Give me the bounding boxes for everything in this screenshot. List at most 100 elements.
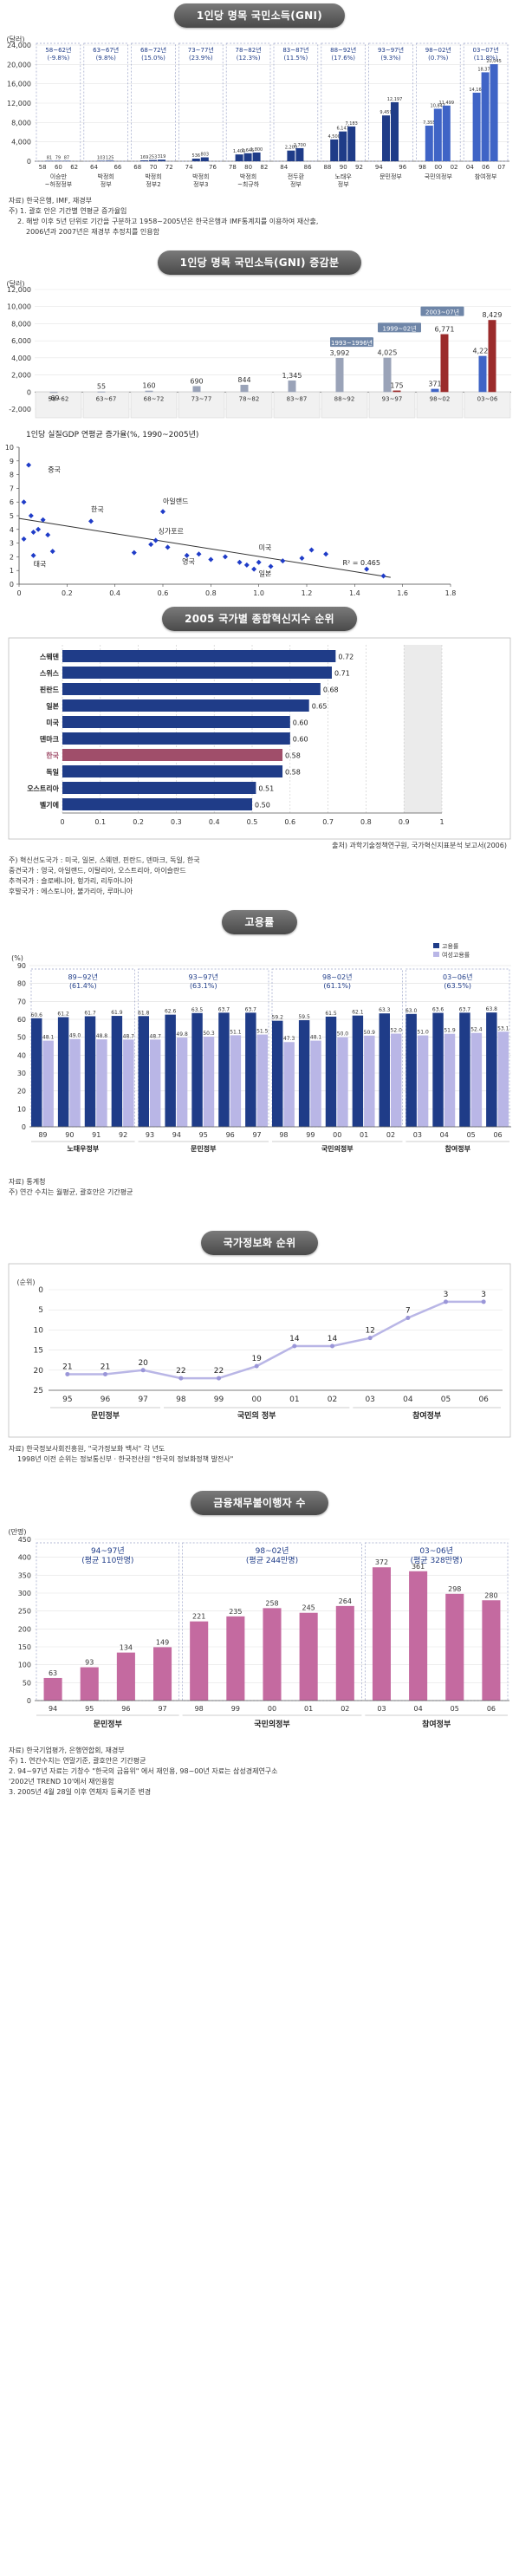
gni-year-label: 90 <box>340 164 347 171</box>
debt-note: 2. 94~97년 자료는 기창수 "한국의 금융위" 에서 재인용, 98~0… <box>9 1767 278 1775</box>
emp-period-label: 98~02년 <box>322 973 352 981</box>
debt-bar-value: 298 <box>448 1585 461 1593</box>
gni-year-label: 78 <box>229 164 237 171</box>
gni-bar <box>490 64 498 161</box>
chg-bar-value: 690 <box>190 377 203 385</box>
gni-year-label: 68 <box>133 164 141 171</box>
gni-period-frame <box>178 42 224 162</box>
emp-category-label: 04 <box>440 1131 449 1139</box>
gni-era-label: ~최규하 <box>237 180 260 188</box>
info-category-label: 01 <box>289 1395 299 1404</box>
scatter-point <box>196 551 202 557</box>
comp-note: 주) 혁신선도국가 : 미국, 일본, 스웨덴, 핀란드, 덴마크, 독일, 한… <box>9 856 200 864</box>
gni-bar-value: 1,645 <box>242 148 254 153</box>
scatter-ytick: 8 <box>10 472 14 479</box>
scatter-point-label: 미국 <box>259 544 272 552</box>
scatter-ytick: 3 <box>10 540 14 548</box>
emp-bar-female-value: 49.8 <box>176 1031 188 1038</box>
gni-bar-value: 87 <box>64 156 69 161</box>
chg-bar <box>192 386 201 393</box>
debt-bar <box>43 1677 62 1701</box>
emp-bar-value: 63.7 <box>459 1006 471 1012</box>
info-point-value: 3 <box>444 1291 449 1299</box>
info-era-label: 참여정부 <box>412 1410 441 1421</box>
debt-bar <box>445 1593 464 1701</box>
gni-ytick: 4,000 <box>11 139 31 146</box>
scatter-xtick: 1.6 <box>397 589 408 597</box>
emp-ytick: 60 <box>17 1016 26 1024</box>
chg-ytick: 10,000 <box>7 303 31 311</box>
info-category-label: 04 <box>403 1395 413 1404</box>
gni-bar <box>287 150 295 161</box>
emp-bar-value: 63.6 <box>432 1007 444 1013</box>
scatter-point <box>160 509 165 515</box>
emp-bar <box>165 1014 176 1127</box>
info-point <box>481 1299 486 1304</box>
debt-era-label: 국민의정부 <box>254 1719 289 1729</box>
emp-category-label: 90 <box>65 1131 74 1139</box>
debt-bar <box>409 1571 428 1701</box>
gni-era-label: 정부 <box>338 180 349 188</box>
gni-change-chart: (달러) -2,000 0 2,000 4,000 6,000 8,000 10,000 12,… <box>7 280 511 419</box>
gni-bar-value: 10,841 <box>431 103 446 108</box>
gni-ytick: 16,000 <box>7 81 31 88</box>
debt-title: 금융채무불이행자 수 <box>191 1491 328 1515</box>
debt-title-wrap: 금융채무불이행자 수 <box>0 1491 519 1515</box>
gni-year-label: 86 <box>304 164 312 171</box>
gni-bar-value: 2,200 <box>285 146 297 151</box>
scatter-xlabel: 1인당 실질GDP(1990년 미국=1 기준) <box>332 601 449 602</box>
comp-bar <box>62 765 283 777</box>
chg-cat-cell <box>35 392 82 419</box>
comp-notes: 주) 혁신선도국가 : 미국, 일본, 스웨덴, 핀란드, 덴마크, 독일, 한… <box>9 855 507 897</box>
emp-period-label: (61.4%) <box>69 982 97 990</box>
comp-bar-value: 0.58 <box>285 752 301 760</box>
emp-bar-value: 60.6 <box>31 1012 43 1018</box>
scatter-point-label: 영국 <box>182 556 195 565</box>
info-point-value: 22 <box>176 1367 185 1376</box>
chg-bar <box>431 388 439 393</box>
debt-category-label: 96 <box>121 1705 130 1713</box>
debt-category-label: 01 <box>304 1705 313 1713</box>
emp-bar-female-value: 47.3 <box>283 1036 295 1042</box>
gni-era-label: 전두환 <box>288 172 305 180</box>
emp-bar-value: 63.5 <box>191 1007 204 1013</box>
chg-bar <box>478 355 487 393</box>
info-ytick: 15 <box>34 1347 43 1356</box>
gni-ytick: 24,000 <box>7 42 31 49</box>
scatter-point <box>36 526 42 532</box>
gni-bar-value: 803 <box>201 153 210 158</box>
gni-bar <box>433 108 442 161</box>
scatter-point <box>256 559 262 565</box>
gni-era-label: 정부3 <box>193 180 208 188</box>
emp-bar <box>31 1018 42 1127</box>
debt-bar <box>372 1567 391 1701</box>
emp-bar-female <box>230 1035 242 1127</box>
gni-period-label: (9.3%) <box>380 55 401 62</box>
scatter-point-label: 한국 <box>91 505 104 513</box>
scatter-trendline <box>18 517 391 578</box>
gni-ytick: 12,000 <box>7 100 31 107</box>
scatter-ytick: 10 <box>5 444 14 452</box>
comp-title-wrap: 2005 국가별 종합혁신지수 순위 <box>0 607 519 631</box>
emp-bar <box>57 1017 69 1127</box>
gni-chart: (달러) 0 4,000 8,000 12,000 16,000 20,000 24,000 5… <box>7 36 509 188</box>
info-point-value: 3 <box>481 1291 486 1299</box>
emp-bar-value: 62.6 <box>165 1009 177 1015</box>
chg-bar-extra-value: 175 <box>390 382 403 390</box>
emp-bar-female-value: 51.5 <box>256 1029 269 1035</box>
scatter-point <box>49 549 55 555</box>
gni-notes: 자료) 한국은행, IMF, 재경부 주) 1. 괄호 안은 기간별 연평균 증… <box>9 196 507 237</box>
scatter-point <box>152 537 159 543</box>
comp-xtick: 0.7 <box>322 818 334 826</box>
emp-bar <box>138 1016 149 1127</box>
debt-ytick: 250 <box>18 1608 31 1616</box>
emp-bar-female <box>69 1038 81 1127</box>
emp-ytick: 70 <box>17 998 26 1005</box>
scatter-xtick: 0 <box>16 589 21 597</box>
scatter-point-label: 태국 <box>34 560 47 568</box>
gni-bar-value: 18,372 <box>477 67 493 72</box>
scatter-point <box>251 566 257 572</box>
info-era-label: 국민의 정부 <box>237 1410 276 1421</box>
emp-bar-female <box>417 1035 429 1127</box>
debt-category-label: 98 <box>195 1705 204 1713</box>
